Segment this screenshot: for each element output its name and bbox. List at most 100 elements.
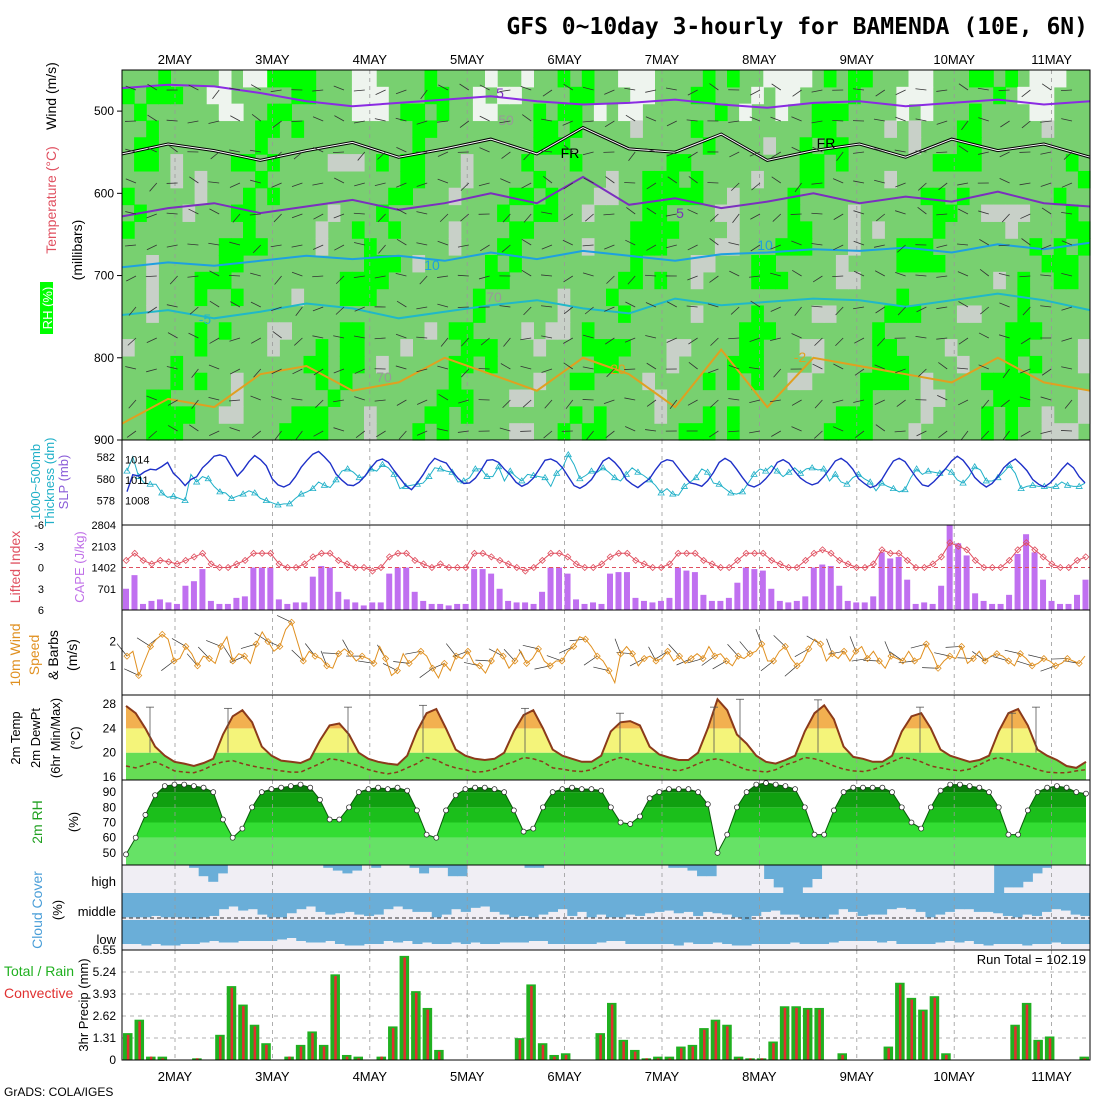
rh-cell — [557, 70, 571, 88]
rh-marker — [763, 780, 769, 786]
wind-speed-marker — [158, 630, 166, 638]
wind-barb — [502, 213, 511, 223]
wind-barb — [230, 301, 241, 308]
cape-bar — [853, 602, 860, 610]
rh-cell — [170, 170, 184, 189]
li-marker — [530, 563, 538, 572]
cape-bar — [522, 602, 529, 610]
wind-barb — [707, 182, 719, 184]
wind-label: Wind (m/s) — [43, 62, 59, 130]
rh-cell — [509, 238, 522, 256]
cape-bar — [921, 602, 928, 610]
rh-cell — [448, 372, 462, 391]
wind-barb — [770, 337, 781, 341]
cloud-cell-high — [534, 865, 545, 868]
wind-speed-marker — [593, 652, 601, 660]
wind-barb — [500, 178, 511, 184]
wind-barb — [357, 151, 366, 161]
cloud-cell-low — [915, 920, 926, 944]
wind-barb-10m — [161, 660, 175, 671]
wind-speed-marker — [170, 657, 178, 665]
wind-barb — [542, 89, 553, 97]
rh-marker — [617, 819, 624, 826]
temp-band — [126, 699, 1086, 729]
rh-cell — [1005, 322, 1018, 340]
rh-cell — [763, 70, 776, 88]
wind-barb-10m — [382, 663, 398, 671]
wind-barb — [873, 244, 885, 248]
rh-cell — [218, 406, 232, 424]
cloud-cell-low — [615, 920, 626, 941]
cape-bar — [989, 603, 996, 610]
cloud-cell-low — [1031, 920, 1042, 944]
wind-speed-marker — [1040, 654, 1048, 663]
rh-cell — [1005, 423, 1018, 441]
wind-barb — [936, 120, 948, 125]
wind-barb-10m — [171, 638, 186, 647]
rh-cell — [339, 339, 353, 357]
rh-cell — [1077, 221, 1091, 239]
cape-bar — [207, 600, 214, 610]
wind-barb — [438, 84, 449, 91]
thickness-marker — [831, 470, 840, 477]
precip-convective-bar — [541, 1044, 545, 1060]
wind-barb — [791, 333, 802, 339]
cloud-row-label: high — [91, 874, 116, 889]
cape-bar — [776, 600, 783, 610]
wind-barb — [333, 335, 345, 339]
wind-barb — [771, 151, 782, 159]
wind-barb-10m — [136, 637, 151, 647]
cloud-row-label: middle — [78, 904, 116, 919]
cloud-cell-low — [547, 920, 558, 944]
rh-cell — [1017, 339, 1031, 357]
wind-barb — [378, 244, 386, 254]
rh-cell — [920, 406, 934, 424]
precip-convective-bar — [703, 1029, 706, 1060]
rh-cell — [860, 372, 873, 391]
wind-barb — [1040, 182, 1052, 187]
rh-cell — [267, 103, 280, 122]
wind-barb — [416, 306, 428, 310]
rh-cell — [315, 355, 329, 374]
wind-barb — [188, 84, 199, 91]
cloud-cell-middle — [1012, 893, 1023, 918]
wind-barb-10m — [760, 660, 774, 672]
thickness-marker — [192, 478, 201, 485]
wind-barb — [188, 208, 199, 215]
li-tick-label: -3 — [34, 541, 44, 553]
rh-cell — [581, 372, 595, 391]
wind-speed-marker — [323, 662, 331, 670]
cloud-cell-middle — [993, 893, 1004, 914]
cloud-cell-low — [131, 920, 142, 944]
wind-barb — [208, 396, 220, 401]
rh-marker — [530, 825, 537, 832]
cloud-cell-low — [731, 920, 742, 946]
thickness-marker — [1063, 481, 1072, 488]
x-axis-top: 2MAY 3MAY 4MAY 5MAY 6MAY 7MAY 8MAY 9MAY 10MAY 11M… — [158, 52, 1072, 67]
rh-cell — [1005, 339, 1018, 357]
wind-barb — [665, 87, 677, 91]
rh-cell — [497, 271, 510, 290]
pressure-tick-label: 700 — [94, 269, 114, 283]
rh-marker — [869, 784, 876, 791]
rh-marker — [782, 783, 789, 789]
cloud-cell-low — [1012, 920, 1023, 944]
cloud-cell-low — [305, 920, 316, 943]
wind-barb-10m — [784, 665, 798, 677]
thickness-marker — [390, 470, 398, 477]
wind-barb — [208, 242, 220, 246]
rh-cell — [884, 170, 897, 189]
cloud-cell-low — [596, 920, 607, 943]
cape-bar — [343, 599, 350, 610]
wind-barb — [728, 430, 740, 433]
day-label-bottom: 7MAY — [645, 1069, 680, 1084]
rh-cell — [448, 238, 462, 256]
wind-barb — [479, 147, 490, 153]
rh-marker — [850, 784, 857, 791]
precip-convective-bar — [726, 1026, 729, 1060]
cloud-cell-low — [625, 920, 636, 944]
rh-cell — [1053, 70, 1067, 88]
wind-barb — [957, 271, 969, 277]
cloud-cell-low — [809, 920, 820, 944]
wind-barb — [563, 275, 574, 283]
